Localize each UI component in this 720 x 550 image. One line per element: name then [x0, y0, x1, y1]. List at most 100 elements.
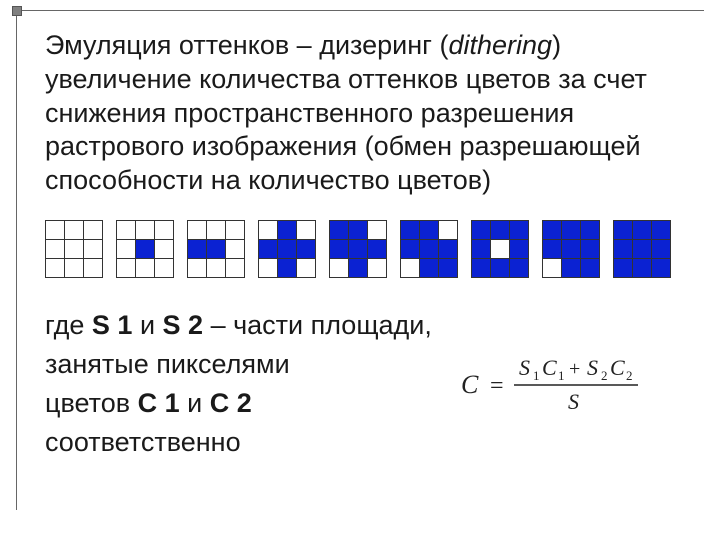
grid-cell — [472, 221, 490, 239]
grid-cell — [652, 240, 670, 258]
svg-text:S: S — [587, 355, 598, 380]
svg-text:C: C — [461, 370, 479, 399]
svg-text:1: 1 — [533, 368, 540, 383]
grid-cell — [297, 240, 315, 258]
grid-cell — [65, 240, 83, 258]
corner-handle — [12, 6, 22, 16]
slide-frame: Эмуляция оттенков – дизеринг (dithering)… — [16, 10, 704, 510]
svg-text:S: S — [519, 355, 530, 380]
grid-cell — [543, 259, 561, 277]
grid-cell — [136, 259, 154, 277]
bottom-row: где S 1 и S 2 – части площади, занятые п… — [45, 306, 676, 463]
grid-cell — [136, 240, 154, 258]
grid-cell — [543, 240, 561, 258]
grid-cell — [46, 221, 64, 239]
svg-text:1: 1 — [558, 368, 565, 383]
heading-italic: dithering — [448, 30, 552, 60]
svg-text:2: 2 — [601, 368, 608, 383]
grid-cell — [117, 259, 135, 277]
grid-cell — [368, 259, 386, 277]
grid-cell — [226, 259, 244, 277]
grid-cell — [420, 240, 438, 258]
svg-text:S: S — [568, 389, 579, 414]
grid-cell — [562, 240, 580, 258]
grid-cell — [278, 240, 296, 258]
grid-cell — [297, 221, 315, 239]
grid-cell — [117, 221, 135, 239]
grid-cell — [491, 221, 509, 239]
grid-cell — [84, 259, 102, 277]
dither-grid-8 — [613, 220, 671, 278]
heading-after: ) — [552, 30, 561, 60]
grid-cell — [136, 221, 154, 239]
grid-cell — [652, 259, 670, 277]
grid-cell — [420, 259, 438, 277]
grid-cell — [401, 240, 419, 258]
grid-cell — [349, 240, 367, 258]
grid-cell — [226, 240, 244, 258]
dither-grid-5 — [400, 220, 458, 278]
dither-grid-3 — [258, 220, 316, 278]
grid-cell — [84, 240, 102, 258]
dither-grid-7 — [542, 220, 600, 278]
svg-text:2: 2 — [626, 368, 633, 383]
grid-cell — [472, 259, 490, 277]
grid-cell — [278, 221, 296, 239]
grid-cell — [581, 221, 599, 239]
dither-grid-6 — [471, 220, 529, 278]
heading-part1: Эмуляция оттенков – дизеринг ( — [45, 30, 448, 60]
grid-cell — [278, 259, 296, 277]
grid-cell — [207, 259, 225, 277]
grid-cell — [614, 221, 632, 239]
grid-cell — [472, 240, 490, 258]
heading-rest: увеличение количества оттенков цветов за… — [45, 64, 647, 195]
grid-cell — [84, 221, 102, 239]
grid-cell — [207, 240, 225, 258]
grid-cell — [401, 259, 419, 277]
dither-grid-4 — [329, 220, 387, 278]
grid-cell — [259, 240, 277, 258]
grid-cell — [562, 259, 580, 277]
dither-grid-1 — [116, 220, 174, 278]
svg-text:C: C — [542, 355, 557, 380]
grid-cell — [401, 221, 419, 239]
grid-cell — [117, 240, 135, 258]
grid-cell — [188, 259, 206, 277]
grid-cell — [510, 240, 528, 258]
description-text: где S 1 и S 2 – части площади, занятые п… — [45, 306, 438, 463]
svg-text:=: = — [490, 373, 504, 399]
grid-cell — [330, 240, 348, 258]
grid-cell — [46, 240, 64, 258]
grid-cell — [188, 221, 206, 239]
grid-cell — [349, 221, 367, 239]
grid-cell — [633, 259, 651, 277]
grid-cell — [543, 221, 561, 239]
grid-cell — [614, 240, 632, 258]
grid-cell — [297, 259, 315, 277]
grid-cell — [491, 259, 509, 277]
grid-cell — [633, 221, 651, 239]
grid-cell — [226, 221, 244, 239]
grid-cell — [652, 221, 670, 239]
grid-cell — [330, 259, 348, 277]
dither-grid-2 — [187, 220, 245, 278]
grid-cell — [633, 240, 651, 258]
grid-cell — [259, 221, 277, 239]
grid-cell — [155, 240, 173, 258]
grid-cell — [581, 240, 599, 258]
svg-text:C: C — [610, 355, 625, 380]
grid-cell — [439, 259, 457, 277]
dithering-grids-row — [45, 220, 676, 278]
formula: C = S 1 C 1 + S 2 C 2 S — [456, 347, 676, 421]
svg-text:+: + — [569, 358, 580, 380]
grid-cell — [207, 221, 225, 239]
grid-cell — [65, 259, 83, 277]
dither-grid-0 — [45, 220, 103, 278]
slide-heading: Эмуляция оттенков – дизеринг (dithering)… — [45, 29, 676, 198]
grid-cell — [368, 240, 386, 258]
grid-cell — [439, 221, 457, 239]
grid-cell — [368, 221, 386, 239]
grid-cell — [330, 221, 348, 239]
grid-cell — [46, 259, 64, 277]
grid-cell — [155, 259, 173, 277]
